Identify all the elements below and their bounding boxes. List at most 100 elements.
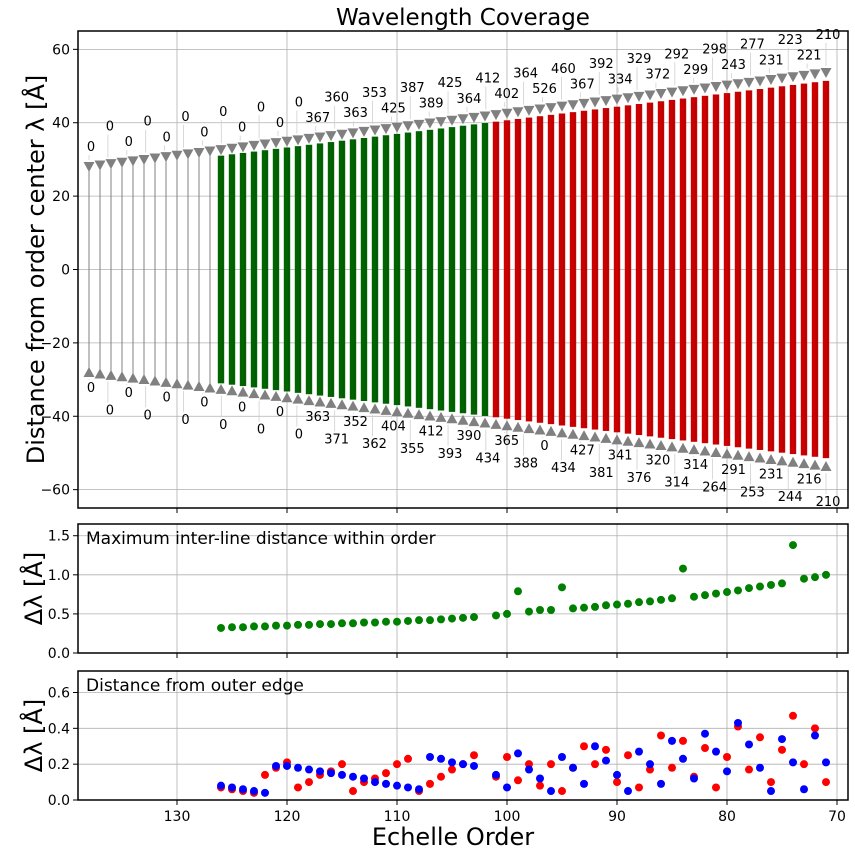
lower-edge-marker [776, 455, 788, 466]
data-point [360, 774, 368, 783]
data-point [503, 753, 511, 761]
order-bar [459, 125, 467, 414]
data-point [283, 621, 291, 630]
order-bar [624, 105, 632, 434]
data-point [811, 724, 819, 733]
upper-edge-marker [501, 108, 513, 119]
lower-edge-marker [270, 390, 282, 401]
data-point [470, 751, 478, 760]
data-point [349, 772, 357, 781]
outer-edge-panel: 0.0 0.2 0.4 0.6Δλ [Å] Distance from outer ed… [19, 670, 849, 851]
upper-edge-marker [457, 114, 469, 125]
upper-coverage-label: 0 [276, 116, 284, 131]
order-bar [349, 139, 357, 400]
data-point [437, 772, 445, 781]
lower-edge-marker [94, 368, 106, 379]
lower-edge-marker [622, 435, 634, 446]
lower-coverage-label: 390 [457, 429, 482, 444]
order-bar [734, 91, 742, 448]
data-point [624, 787, 632, 796]
order-bar [305, 144, 313, 395]
lower-coverage-label: 0 [181, 413, 189, 428]
upper-edge-marker [512, 107, 524, 118]
data-point [525, 765, 533, 774]
upper-edge-marker [633, 91, 645, 102]
upper-edge-marker [435, 117, 447, 128]
order-bar [679, 98, 687, 441]
chart-title: Wavelength Coverage [336, 5, 590, 31]
upper-coverage-label: 460 [551, 62, 576, 77]
order-bar [294, 146, 302, 393]
upper-edge-marker [248, 140, 260, 151]
lower-edge-marker [809, 459, 821, 470]
upper-edge-marker [589, 97, 601, 108]
upper-edge-marker [226, 143, 238, 154]
y-tick-label: 0.0 [48, 646, 70, 662]
lower-coverage-label: 210 [816, 495, 841, 510]
order-bar [492, 121, 500, 418]
upper-coverage-label: 298 [702, 42, 727, 57]
data-point [657, 595, 665, 604]
upper-edge-marker [754, 76, 766, 87]
lower-coverage-label: 0 [106, 403, 114, 418]
lower-coverage-label: 0 [295, 428, 303, 443]
lower-coverage-label: 412 [419, 424, 444, 439]
lower-edge-marker [490, 418, 502, 429]
lower-edge-marker [193, 381, 205, 392]
upper-coverage-label: 0 [144, 115, 152, 130]
upper-edge-marker [127, 156, 139, 167]
data-point [217, 781, 225, 790]
order-bar [602, 108, 610, 431]
upper-coverage-label: 0 [87, 140, 95, 155]
upper-coverage-label: 334 [608, 73, 633, 88]
data-point [822, 778, 830, 787]
order-bar [646, 102, 654, 437]
lower-edge-marker [589, 431, 601, 442]
lower-edge-marker [578, 430, 590, 441]
lower-coverage-label: 427 [570, 444, 595, 459]
lower-edge-marker [237, 386, 249, 397]
upper-edge-marker [204, 146, 216, 157]
upper-edge-marker [809, 69, 821, 80]
data-point [228, 783, 236, 792]
data-point [316, 620, 324, 629]
lower-edge-marker [303, 395, 315, 406]
data-point [349, 787, 357, 796]
order-bar [404, 132, 412, 407]
upper-edge-marker [644, 90, 656, 101]
lower-coverage-label: 363 [305, 410, 330, 425]
data-point [811, 731, 819, 740]
data-point [338, 770, 346, 779]
upper-edge-marker [567, 100, 579, 111]
data-point [327, 769, 335, 778]
upper-coverage-label: 363 [343, 106, 368, 121]
upper-edge-marker [710, 82, 722, 93]
lower-edge-marker [171, 378, 183, 389]
data-point [756, 582, 764, 591]
lower-edge-marker [413, 409, 425, 420]
data-point [272, 621, 280, 630]
data-point [459, 613, 467, 622]
lower-coverage-label: 0 [162, 391, 170, 406]
data-point [382, 617, 390, 626]
y-tick-label: −40 [40, 409, 70, 425]
upper-edge-marker [490, 110, 502, 121]
data-point [668, 736, 676, 745]
upper-edge-marker [116, 157, 128, 168]
data-point [712, 589, 720, 598]
data-point [261, 622, 269, 631]
upper-edge-marker [303, 133, 315, 144]
upper-edge-marker [325, 131, 337, 142]
upper-edge-marker [347, 128, 359, 139]
data-point [767, 787, 775, 796]
order-bar [239, 152, 247, 387]
data-point [470, 613, 478, 622]
data-point [778, 735, 786, 744]
data-point [294, 783, 302, 792]
upper-edge-marker [699, 83, 711, 94]
data-point [426, 753, 434, 761]
y-tick-label: 1.0 [48, 568, 70, 584]
upper-edge-marker [149, 153, 161, 164]
lower-coverage-label: 388 [513, 456, 538, 471]
